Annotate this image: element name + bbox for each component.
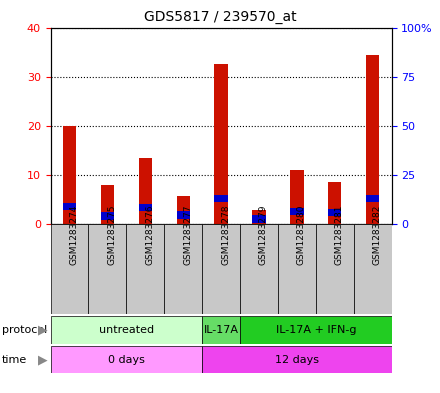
- Bar: [139, 204, 152, 211]
- Text: ▶: ▶: [38, 323, 48, 337]
- Bar: [328, 209, 341, 216]
- Text: GSM1283276: GSM1283276: [145, 205, 154, 265]
- Bar: [253, 215, 266, 223]
- Text: time: time: [2, 354, 27, 365]
- Text: GSM1283281: GSM1283281: [335, 205, 344, 265]
- Text: untreated: untreated: [99, 325, 154, 335]
- Bar: [51, 346, 202, 373]
- Text: 12 days: 12 days: [275, 354, 319, 365]
- Bar: [176, 211, 190, 219]
- Bar: [316, 224, 354, 314]
- Text: GSM1283275: GSM1283275: [107, 205, 117, 265]
- Bar: [240, 224, 278, 314]
- Bar: [366, 195, 379, 202]
- Bar: [214, 64, 228, 224]
- Bar: [101, 213, 114, 220]
- Text: GSM1283279: GSM1283279: [259, 205, 268, 265]
- Bar: [51, 316, 202, 344]
- Text: GSM1283274: GSM1283274: [70, 205, 79, 265]
- Bar: [88, 224, 126, 314]
- Bar: [290, 208, 304, 215]
- Bar: [202, 316, 240, 344]
- Text: GSM1283277: GSM1283277: [183, 205, 192, 265]
- Bar: [202, 224, 240, 314]
- Bar: [164, 224, 202, 314]
- Text: IL-17A + IFN-g: IL-17A + IFN-g: [275, 325, 356, 335]
- Bar: [328, 182, 341, 224]
- Bar: [51, 224, 88, 314]
- Bar: [278, 224, 316, 314]
- Text: protocol: protocol: [2, 325, 48, 335]
- Bar: [253, 210, 266, 224]
- Bar: [290, 170, 304, 224]
- Bar: [202, 346, 392, 373]
- Text: IL-17A: IL-17A: [204, 325, 238, 335]
- Text: GSM1283282: GSM1283282: [373, 205, 381, 265]
- Bar: [139, 158, 152, 224]
- Bar: [366, 55, 379, 224]
- Text: GSM1283280: GSM1283280: [297, 205, 306, 265]
- Bar: [126, 224, 164, 314]
- Bar: [354, 224, 392, 314]
- Bar: [176, 195, 190, 224]
- Bar: [101, 185, 114, 224]
- Text: GDS5817 / 239570_at: GDS5817 / 239570_at: [144, 10, 296, 24]
- Bar: [63, 203, 76, 210]
- Bar: [240, 316, 392, 344]
- Bar: [214, 195, 228, 202]
- Text: GSM1283278: GSM1283278: [221, 205, 230, 265]
- Bar: [63, 126, 76, 224]
- Text: ▶: ▶: [38, 353, 48, 366]
- Text: 0 days: 0 days: [108, 354, 145, 365]
